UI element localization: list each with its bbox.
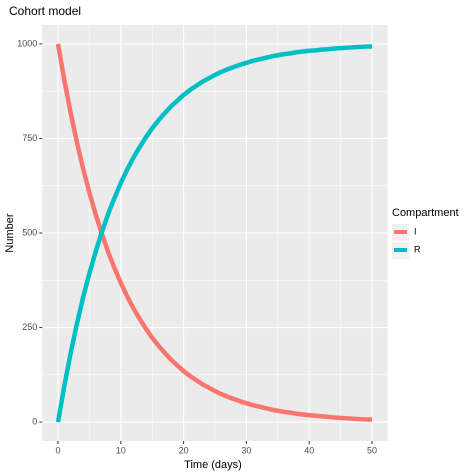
x-tick-label: 10: [116, 445, 126, 455]
legend-title: Compartment: [392, 207, 459, 219]
y-tick-label: 1000: [17, 38, 37, 48]
series-line: [55, 44, 372, 423]
series-line: [55, 43, 372, 422]
y-tick-label: 750: [22, 133, 37, 143]
x-tick-label: 20: [179, 445, 189, 455]
x-axis-label: Time (days): [184, 459, 242, 471]
y-tick-label: 500: [22, 227, 37, 237]
chart-title: Cohort model: [9, 4, 81, 18]
legend-label: R: [414, 244, 421, 254]
y-tick-label: 0: [32, 416, 37, 426]
y-tick-label: 250: [22, 322, 37, 332]
x-tick-label: 50: [367, 445, 377, 455]
x-tick-label: 30: [241, 445, 251, 455]
y-axis-label: Number: [4, 213, 16, 252]
x-tick-label: 0: [55, 445, 60, 455]
x-tick-label: 40: [304, 445, 314, 455]
legend-label: I: [414, 226, 417, 236]
